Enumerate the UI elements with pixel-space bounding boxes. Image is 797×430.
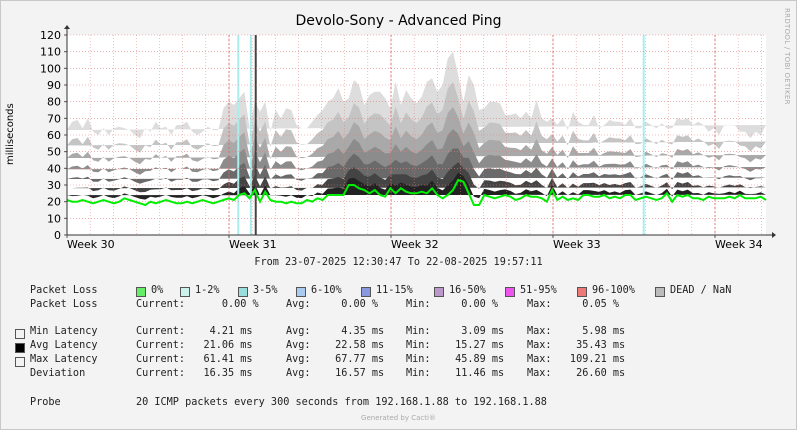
- rrdtool-credit: RRDTOOL / TOBI OETIKER: [783, 8, 791, 105]
- deviation-label: Deviation: [30, 368, 86, 379]
- packet-loss-swatch: [434, 287, 444, 297]
- packet-loss-avg: Avg: 0.00 %: [286, 299, 379, 310]
- y-tick-label: 110: [40, 46, 61, 59]
- x-tick-label: Week 33: [553, 238, 601, 251]
- packet-loss-swatch: [655, 287, 665, 297]
- y-tick-label: 70: [47, 112, 61, 125]
- packet-loss-bucket-label: 11-15%: [376, 285, 413, 296]
- probe-text: 20 ICMP packets every 300 seconds from 1…: [136, 397, 547, 408]
- packet-loss-swatch: [296, 287, 306, 297]
- avg-latency-line: [66, 178, 767, 207]
- packet-loss-swatch: [180, 287, 190, 297]
- packet-loss-swatch: [577, 287, 587, 297]
- deviation-min: Min: 11.46 ms: [406, 368, 505, 379]
- packet-loss-bucket-label: 0%: [151, 285, 164, 296]
- packet-loss-min: Min: 0.00 %: [406, 299, 499, 310]
- packet-loss-swatch: [136, 287, 146, 297]
- packet-loss-bucket-label: 6-10%: [311, 285, 342, 296]
- x-tick-label: Week 31: [229, 238, 277, 251]
- deviation-max: Max: 26.60 ms: [527, 368, 626, 379]
- avg-latency-min: Min: 15.27 ms: [406, 340, 505, 351]
- packet-loss-swatch: [361, 287, 371, 297]
- latency-band: [67, 107, 766, 165]
- avg-latency-swatch: [15, 343, 25, 353]
- x-tick-label: Week 30: [67, 238, 115, 251]
- min-latency-current: Current: 4.21 ms: [136, 326, 253, 337]
- packet-loss-max: Max: 0.05 %: [527, 299, 620, 310]
- x-tick-label: Week 32: [391, 238, 439, 251]
- min-latency-min: Min: 3.09 ms: [406, 326, 505, 337]
- packet-loss-legend-label: Packet Loss: [30, 285, 98, 296]
- generated-by: Generated by Cacti®: [361, 414, 436, 422]
- packet-loss-bucket-label: 1-2%: [195, 285, 220, 296]
- y-tick-label: 80: [47, 96, 61, 109]
- packet-loss-bucket-label: 96-100%: [592, 285, 635, 296]
- latency-band: [67, 51, 766, 139]
- packet-loss-current: Current: 0.00 %: [136, 299, 259, 310]
- y-tick-label: 20: [47, 196, 61, 209]
- y-tick-label: 90: [47, 79, 61, 92]
- packet-loss-bucket-label: 16-50%: [449, 285, 486, 296]
- y-axis-arrow: [64, 25, 70, 29]
- latency-band: [67, 129, 766, 175]
- avg-latency-current: Current: 21.06 ms: [136, 340, 253, 351]
- y-tick-label: 60: [47, 129, 61, 142]
- min-latency-max: Max: 5.98 ms: [527, 326, 626, 337]
- max-latency-min: Min: 45.89 ms: [406, 354, 505, 365]
- packet-loss-bucket-label: 51-95%: [520, 285, 557, 296]
- packet-loss-swatch: [505, 287, 515, 297]
- time-range: From 23-07-2025 12:30:47 To 22-08-2025 1…: [254, 257, 543, 268]
- min-latency-label: Min Latency: [30, 326, 98, 337]
- probe-label: Probe: [30, 397, 61, 408]
- y-tick-label: 0: [54, 229, 61, 242]
- deviation-current: Current: 16.35 ms: [136, 368, 253, 379]
- y-tick-label: 30: [47, 179, 61, 192]
- packet-loss-swatch: [238, 287, 248, 297]
- max-latency-avg: Avg: 67.77 ms: [286, 354, 385, 365]
- y-tick-label: 120: [40, 29, 61, 42]
- x-axis-arrow: [772, 232, 776, 238]
- max-latency-swatch: [15, 357, 25, 367]
- min-latency-swatch: [15, 329, 25, 339]
- y-axis-label: milliseconds: [5, 103, 16, 165]
- latency-band: [67, 148, 766, 184]
- y-tick-label: 100: [40, 62, 61, 75]
- deviation-avg: Avg: 16.57 ms: [286, 368, 385, 379]
- x-tick-label: Week 34: [715, 238, 763, 251]
- y-tick-label: 40: [47, 162, 61, 175]
- y-tick-label: 10: [47, 212, 61, 225]
- packet-loss-stats-label: Packet Loss: [30, 299, 98, 310]
- latency-band: [67, 172, 766, 200]
- max-latency-current: Current: 61.41 ms: [136, 354, 253, 365]
- max-latency-max: Max: 109.21 ms: [527, 354, 626, 365]
- max-latency-label: Max Latency: [30, 354, 98, 365]
- avg-latency-label: Avg Latency: [30, 340, 98, 351]
- y-tick-label: 50: [47, 146, 61, 159]
- packet-loss-bucket-label: 3-5%: [253, 285, 278, 296]
- avg-latency-avg: Avg: 22.58 ms: [286, 340, 385, 351]
- graph-title: Devolo-Sony - Advanced Ping: [295, 13, 502, 29]
- min-latency-avg: Avg: 4.35 ms: [286, 326, 385, 337]
- avg-latency-max: Max: 35.43 ms: [527, 340, 626, 351]
- packet-loss-bucket-label: DEAD / NaN: [670, 285, 732, 296]
